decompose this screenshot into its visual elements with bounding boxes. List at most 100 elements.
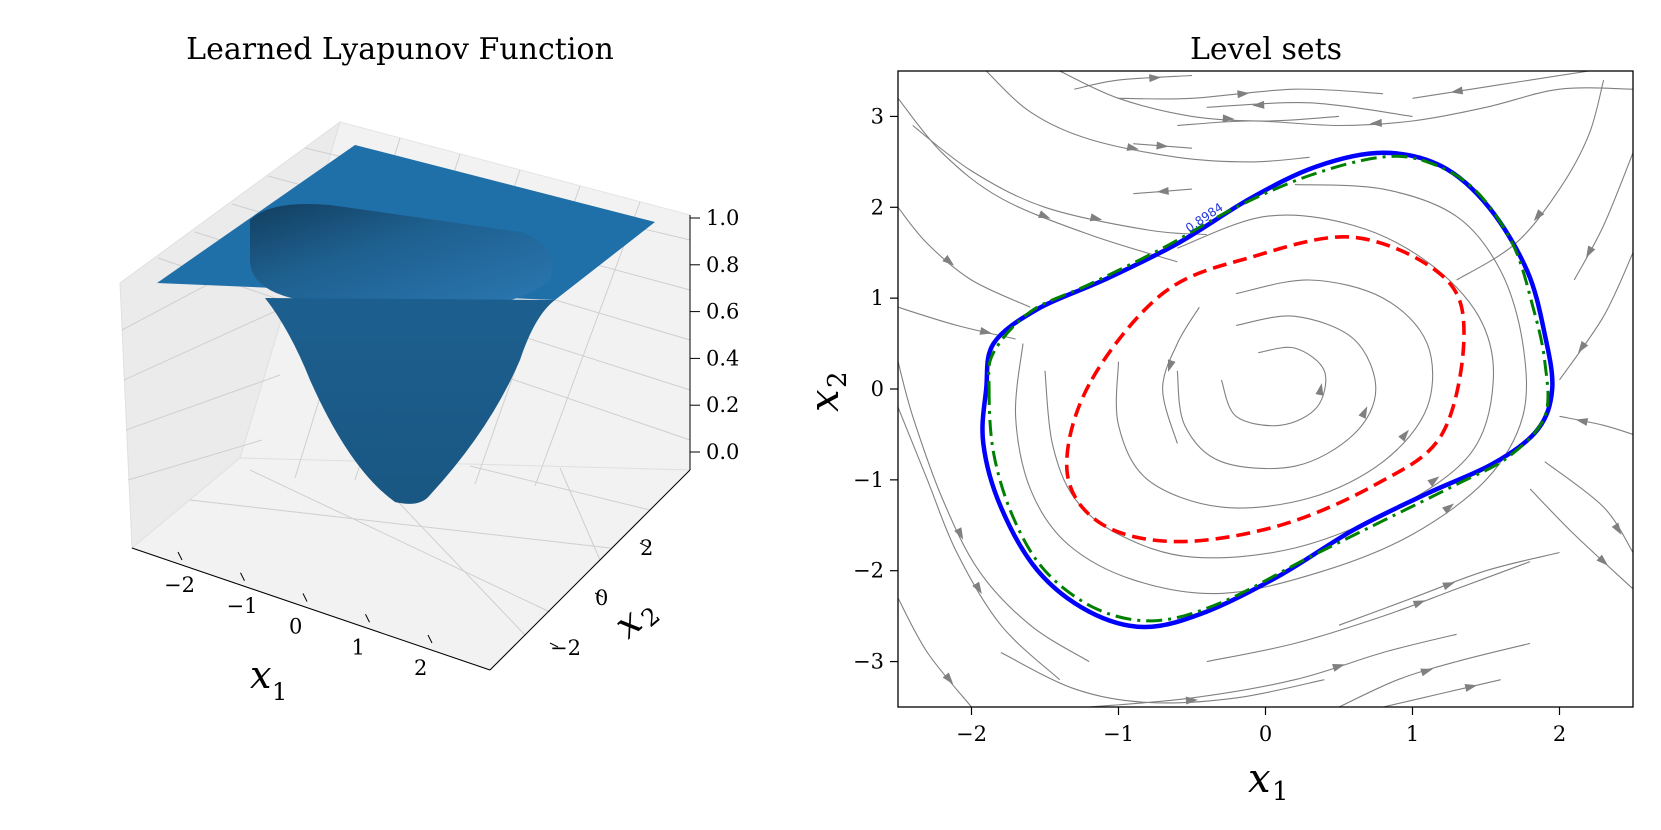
streamline (898, 97, 1178, 263)
levelset-plot-title: Level sets (1190, 32, 1342, 67)
streamline (1559, 415, 1633, 435)
stream-arrow (972, 581, 982, 595)
y-tick-label-3d: 0 (595, 586, 608, 610)
stream-arrow (1578, 340, 1589, 354)
streamline (1456, 79, 1605, 281)
streamline (1000, 652, 1325, 704)
y-tick-mark-3d (639, 542, 649, 548)
streamline (1412, 71, 1589, 99)
x-tick-mark-3d (302, 593, 308, 602)
stream-arrow (1533, 209, 1545, 222)
x-axis-label-sub: 1 (1272, 777, 1289, 807)
stream-arrow (1442, 582, 1455, 591)
stream-arrow (1412, 600, 1426, 609)
stream-arrow (1167, 359, 1176, 373)
level-curve-green (987, 154, 1550, 623)
x-tick-label-3d: 2 (414, 656, 427, 680)
level-curve-blue (980, 150, 1555, 630)
x-tick-label: −1 (1103, 722, 1134, 746)
stream-arrow (1398, 429, 1409, 442)
streamline (1177, 87, 1633, 127)
x-tick-label-3d: 0 (289, 615, 302, 639)
x-axis-line-3d (131, 547, 491, 671)
stream-arrow (1332, 664, 1345, 672)
streamline (1089, 633, 1457, 707)
streamline (1206, 102, 1413, 117)
stream-arrow (1369, 118, 1383, 127)
surface-bowl-inner (250, 204, 552, 305)
x-tick-label-3d: −1 (227, 594, 258, 618)
streamline (898, 406, 1061, 681)
streamline (1176, 315, 1377, 470)
streamline (1544, 461, 1633, 553)
streamline (985, 71, 1310, 163)
stream-arrow (1442, 503, 1455, 514)
streamline (1559, 252, 1633, 381)
x-axis-ticks-3d: −2 −1 0 1 2 (164, 551, 433, 680)
z-tick-label: 0.0 (706, 440, 739, 464)
streamline (1118, 88, 1384, 100)
stream-arrow (1037, 210, 1051, 219)
y-tick-label: 0 (871, 377, 884, 401)
stream-arrow (1222, 114, 1235, 123)
stream-arrow (1596, 554, 1609, 566)
y-tick-label: −1 (853, 468, 884, 492)
streamline (1382, 679, 1501, 707)
x-tick-label: 0 (1259, 722, 1272, 746)
y-tick-label: −3 (853, 650, 884, 674)
streamline (912, 125, 1207, 236)
stream-arrow (1575, 418, 1589, 426)
y-tick-mark-3d (594, 592, 604, 598)
streamline (1115, 279, 1434, 509)
x-axis-label-3d-sub: 1 (272, 678, 287, 706)
x-tick-label: 2 (1553, 722, 1566, 746)
stream-arrow (942, 254, 955, 266)
streamline (1014, 184, 1528, 595)
z-tick-label: 1.0 (706, 206, 739, 230)
z-tick-label: 0.6 (706, 300, 739, 324)
stream-arrow (1450, 86, 1464, 95)
y-tick-label-3d: −2 (550, 636, 581, 660)
streamline (898, 206, 1031, 308)
streamline (1573, 152, 1633, 281)
stream-arrow (979, 326, 993, 335)
surface-bowl-front (265, 298, 555, 504)
stream-arrow (1427, 476, 1440, 487)
y-tick-label: 2 (871, 195, 884, 219)
x-tick-mark-3d (240, 572, 245, 581)
stream-arrow (1358, 406, 1368, 419)
y-axis-label: x (802, 389, 848, 412)
stream-arrow (954, 527, 964, 540)
stream-arrow (1586, 245, 1596, 258)
streamlines (898, 71, 1633, 707)
level-curve-red (1064, 235, 1466, 544)
stream-arrow (942, 672, 954, 685)
level-curves (980, 150, 1555, 630)
stream-arrow (1464, 684, 1478, 692)
streamline (1059, 71, 1340, 122)
x-axis-label-3d: x (250, 653, 271, 697)
y-tick-label: 3 (871, 104, 884, 128)
y-tick-label-3d: 2 (640, 536, 653, 560)
stream-arrow (1420, 668, 1433, 677)
streamline (1206, 561, 1531, 663)
streamline (898, 361, 1090, 663)
z-tick-label: 0.8 (706, 253, 739, 277)
x-tick-mark-3d (427, 634, 433, 644)
stream-arrow (1149, 74, 1162, 83)
plot-frame (897, 70, 1634, 708)
x-tick-label: −2 (956, 722, 987, 746)
streamline (1074, 74, 1193, 90)
y-axis-label-sub: 2 (823, 371, 853, 388)
surface-plot-title: Learned Lyapunov Function (186, 32, 614, 67)
stream-arrow (1089, 213, 1103, 222)
surface-plot: Learned Lyapunov Function (119, 32, 739, 706)
y-axis-ticks: −3 −2 −1 0 1 2 3 (853, 104, 898, 674)
z-tick-label: 0.2 (706, 393, 739, 417)
x-tick-mark-3d (365, 614, 370, 623)
streamline (1220, 346, 1327, 427)
stream-arrow (1156, 141, 1169, 150)
streamline (1162, 306, 1200, 444)
